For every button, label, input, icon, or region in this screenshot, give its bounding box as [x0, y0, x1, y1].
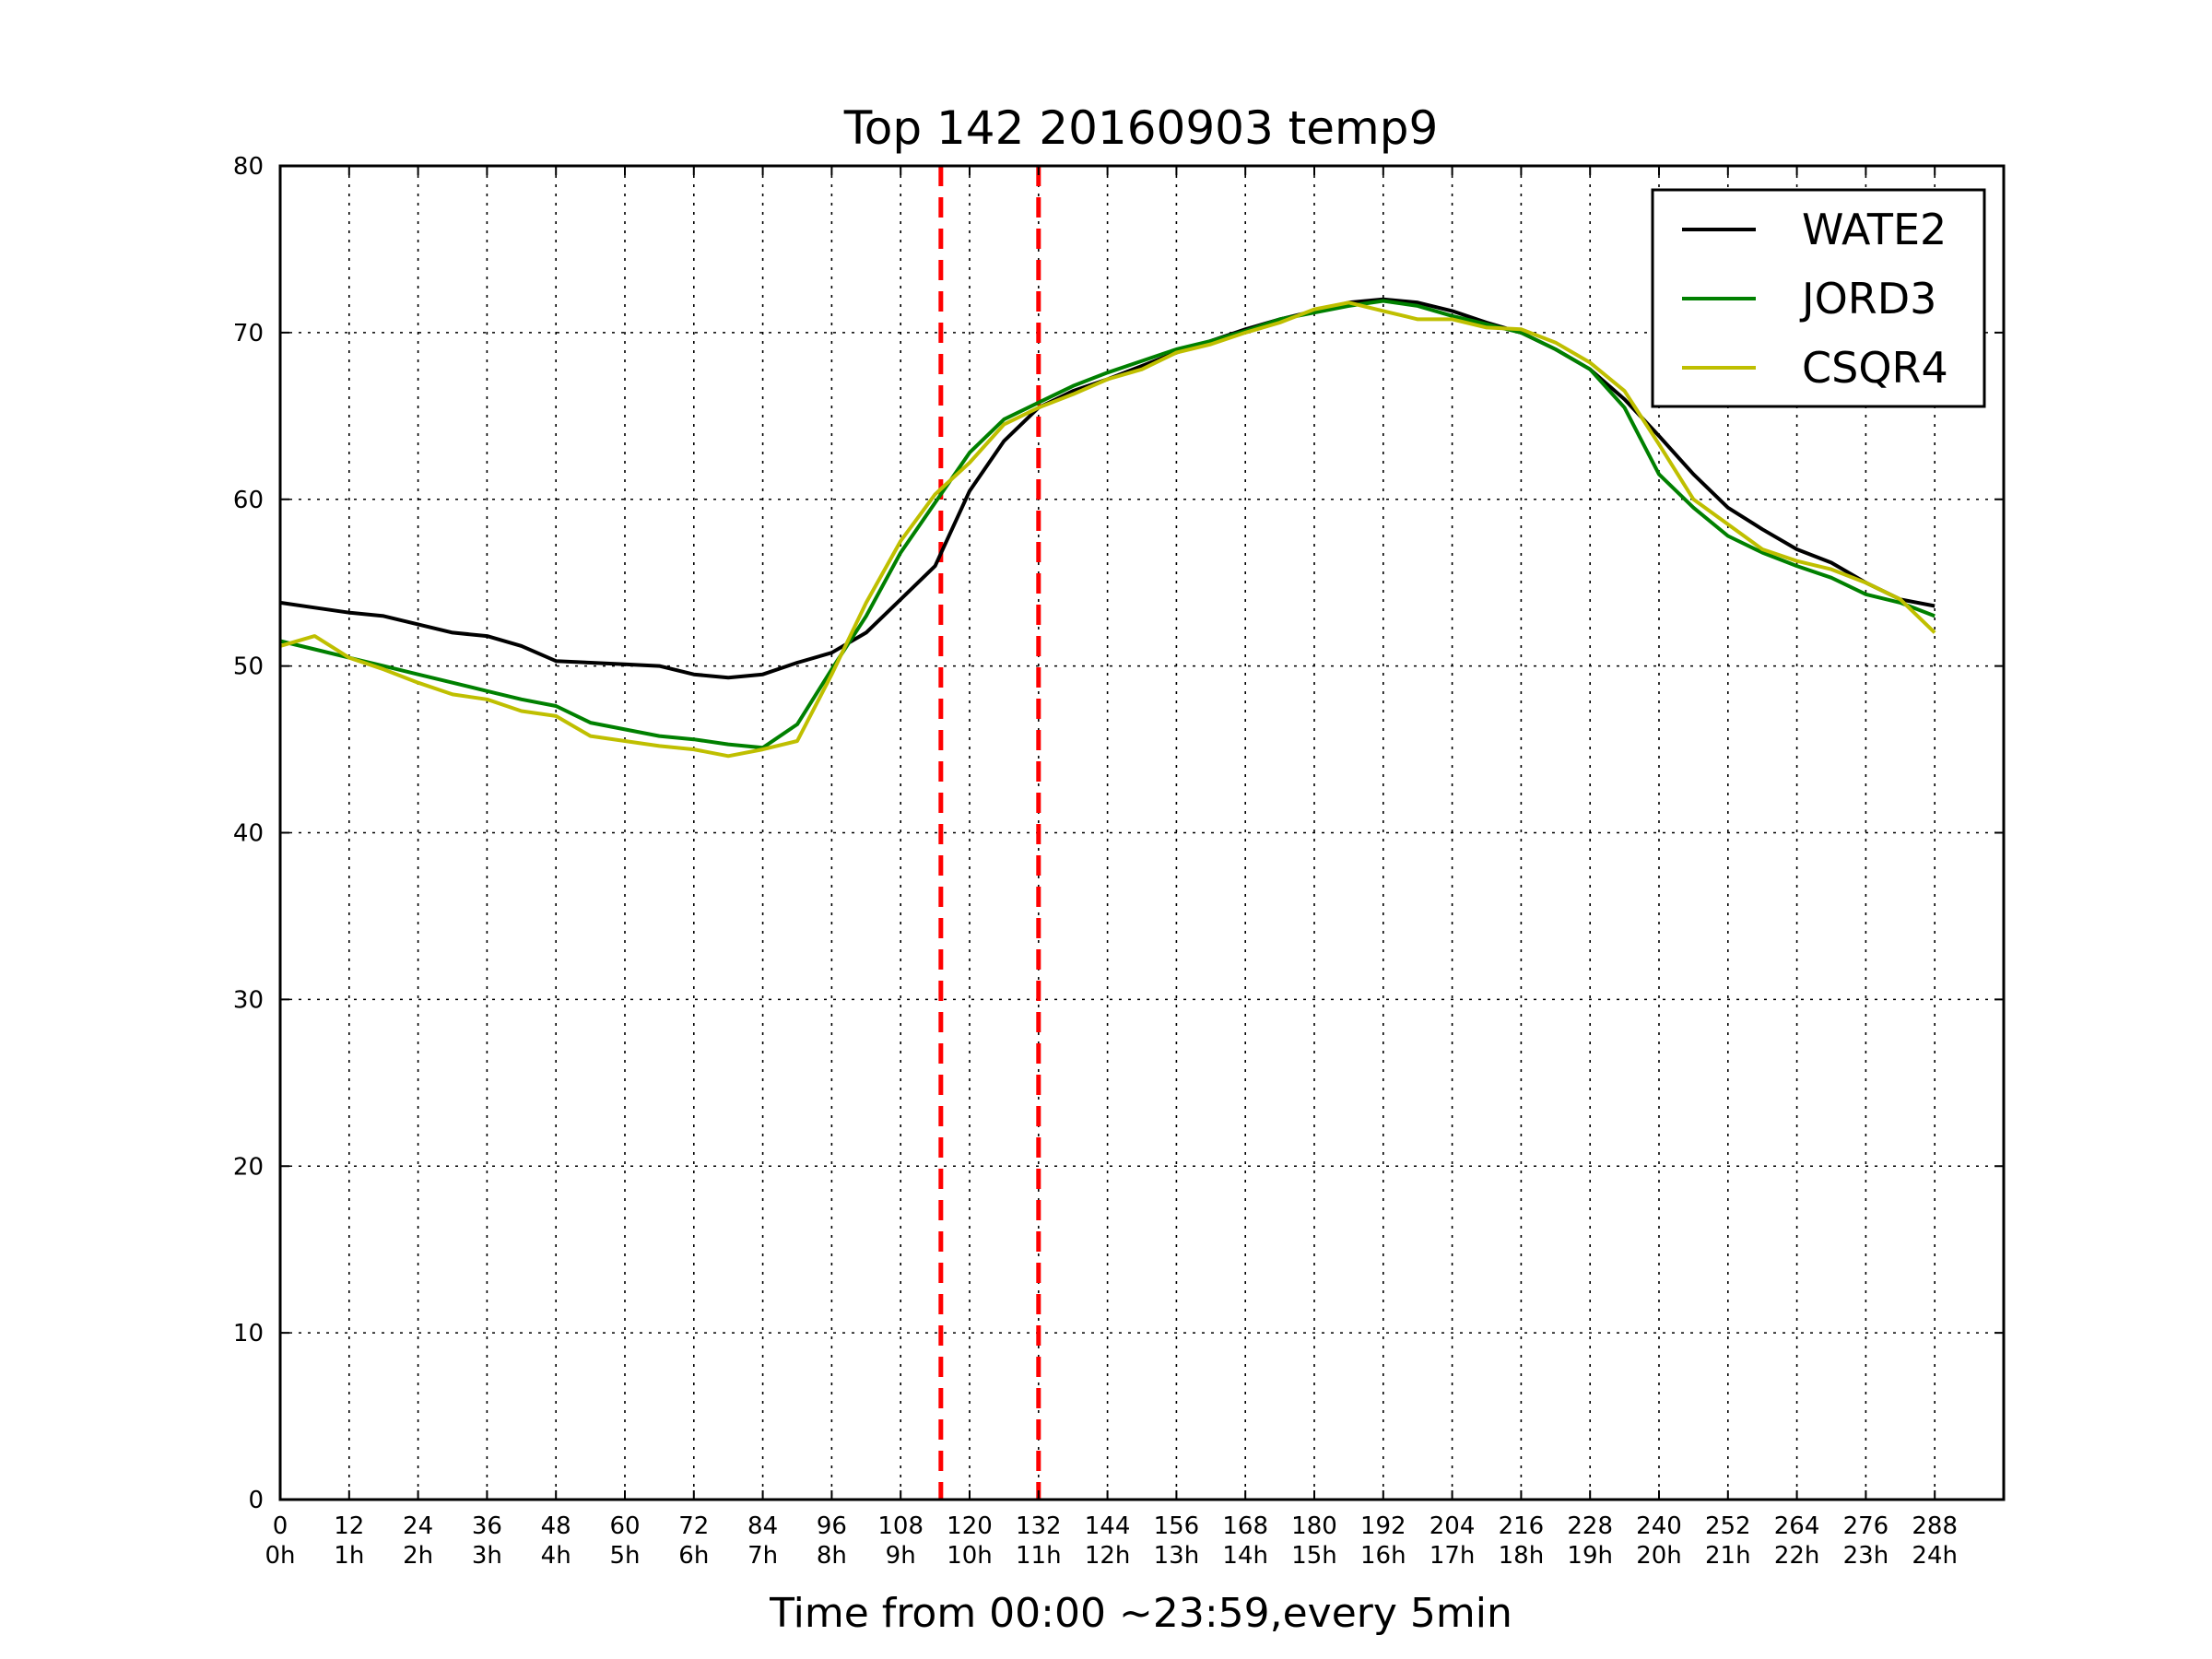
- x-tick-label-hour: 12h: [1085, 1542, 1131, 1570]
- y-tick-label: 30: [233, 986, 264, 1014]
- legend-label: WATE2: [1802, 205, 1947, 254]
- x-axis-label: Time from 00:00 ~23:59,every 5min: [769, 1590, 1512, 1637]
- x-tick-label-hour: 23h: [1843, 1542, 1889, 1570]
- x-tick-label: 252: [1705, 1512, 1751, 1540]
- x-tick-label: 264: [1774, 1512, 1820, 1540]
- x-tick-label-hour: 15h: [1291, 1542, 1337, 1570]
- x-tick-label: 120: [947, 1512, 993, 1540]
- x-tick-label: 276: [1843, 1512, 1889, 1540]
- x-tick-label-hour: 22h: [1774, 1542, 1820, 1570]
- legend-label: CSQR4: [1802, 343, 1948, 393]
- x-tick-label-hour: 7h: [747, 1542, 778, 1570]
- y-tick-label: 50: [233, 653, 264, 681]
- x-tick-label-hour: 20h: [1636, 1542, 1682, 1570]
- series-lines: [279, 297, 1936, 759]
- x-tick-label: 72: [678, 1512, 709, 1540]
- x-tick-label-hour: 1h: [334, 1542, 364, 1570]
- y-tick-label: 10: [233, 1320, 264, 1347]
- x-tick-label-hour: 3h: [472, 1542, 502, 1570]
- x-tick-label: 144: [1085, 1512, 1131, 1540]
- x-tick-label-hour: 17h: [1430, 1542, 1476, 1570]
- x-tick-label: 132: [1016, 1512, 1062, 1540]
- x-tick-label-hour: 10h: [947, 1542, 993, 1570]
- x-tick-label: 240: [1636, 1512, 1682, 1540]
- x-tick-label: 216: [1499, 1512, 1545, 1540]
- x-tick-label-hour: 24h: [1912, 1542, 1958, 1570]
- y-tick-label: 70: [233, 320, 264, 347]
- chart-title: Top 142 20160903 temp9: [843, 101, 1439, 155]
- series-line: [279, 300, 1936, 759]
- series-line: [279, 299, 1936, 750]
- x-tick-label-hour: 6h: [678, 1542, 709, 1570]
- x-tick-label: 96: [817, 1512, 847, 1540]
- x-tick-label: 12: [334, 1512, 364, 1540]
- x-tick-label: 156: [1154, 1512, 1200, 1540]
- legend-label: JORD3: [1799, 274, 1936, 324]
- x-tick-label: 60: [609, 1512, 640, 1540]
- x-tick-label-hour: 9h: [886, 1542, 916, 1570]
- x-tick-label: 24: [403, 1512, 433, 1540]
- x-tick-label: 288: [1912, 1512, 1958, 1540]
- x-tick-label: 192: [1360, 1512, 1406, 1540]
- x-tick-label: 48: [541, 1512, 571, 1540]
- vertical-markers: [938, 166, 1041, 1500]
- x-tick-label: 168: [1222, 1512, 1268, 1540]
- y-tick-label: 20: [233, 1153, 264, 1181]
- legend: WATE2 JORD3 CSQR4: [1651, 188, 1986, 408]
- x-tick-label-hour: 19h: [1567, 1542, 1613, 1570]
- x-tick-label: 0: [273, 1512, 288, 1540]
- x-tick-label-hour: 14h: [1222, 1542, 1268, 1570]
- x-tick-label: 204: [1430, 1512, 1476, 1540]
- x-tick-label: 228: [1567, 1512, 1613, 1540]
- x-tick-label-hour: 16h: [1360, 1542, 1406, 1570]
- x-tick-label-hour: 2h: [403, 1542, 433, 1570]
- x-tick-label: 36: [472, 1512, 502, 1540]
- y-tick-label: 80: [233, 153, 264, 181]
- x-tick-label-hour: 18h: [1499, 1542, 1545, 1570]
- axis-ticks: 00h121h242h363h484h605h726h847h968h1089h…: [233, 153, 2004, 1570]
- x-tick-label-hour: 21h: [1705, 1542, 1751, 1570]
- y-tick-label: 40: [233, 820, 264, 848]
- x-tick-label-hour: 13h: [1154, 1542, 1200, 1570]
- x-tick-label: 180: [1291, 1512, 1337, 1540]
- x-tick-label-hour: 5h: [609, 1542, 640, 1570]
- y-tick-label: 0: [248, 1487, 264, 1514]
- x-tick-label-hour: 11h: [1016, 1542, 1062, 1570]
- x-tick-label: 84: [747, 1512, 778, 1540]
- x-tick-label-hour: 8h: [817, 1542, 847, 1570]
- x-tick-label-hour: 0h: [265, 1542, 295, 1570]
- x-tick-label: 108: [877, 1512, 924, 1540]
- y-tick-label: 60: [233, 487, 264, 514]
- x-tick-label-hour: 4h: [541, 1542, 571, 1570]
